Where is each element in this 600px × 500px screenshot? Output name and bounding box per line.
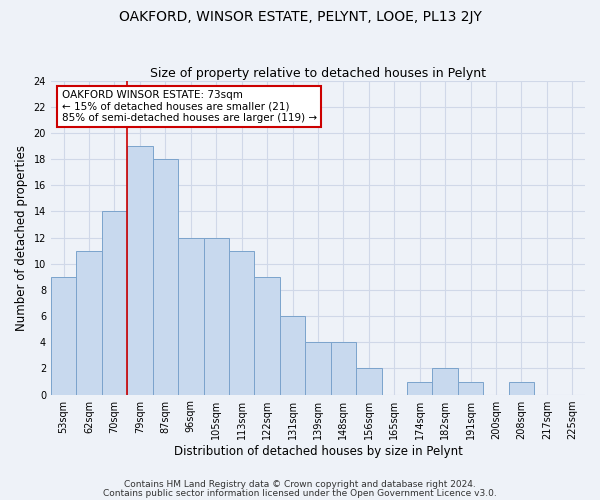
Bar xyxy=(127,146,152,394)
Bar xyxy=(203,238,229,394)
Bar xyxy=(76,250,102,394)
Y-axis label: Number of detached properties: Number of detached properties xyxy=(15,144,28,330)
Bar xyxy=(509,382,534,394)
Text: OAKFORD WINSOR ESTATE: 73sqm
← 15% of detached houses are smaller (21)
85% of se: OAKFORD WINSOR ESTATE: 73sqm ← 15% of de… xyxy=(62,90,317,124)
Bar xyxy=(51,277,76,394)
Bar xyxy=(433,368,458,394)
Bar xyxy=(229,250,254,394)
Text: Contains public sector information licensed under the Open Government Licence v3: Contains public sector information licen… xyxy=(103,489,497,498)
Bar xyxy=(102,212,127,394)
X-axis label: Distribution of detached houses by size in Pelynt: Distribution of detached houses by size … xyxy=(173,444,463,458)
Bar xyxy=(280,316,305,394)
Bar xyxy=(305,342,331,394)
Bar xyxy=(331,342,356,394)
Bar xyxy=(458,382,483,394)
Bar xyxy=(407,382,433,394)
Title: Size of property relative to detached houses in Pelynt: Size of property relative to detached ho… xyxy=(150,66,486,80)
Bar xyxy=(254,277,280,394)
Bar xyxy=(178,238,203,394)
Bar xyxy=(152,159,178,394)
Text: OAKFORD, WINSOR ESTATE, PELYNT, LOOE, PL13 2JY: OAKFORD, WINSOR ESTATE, PELYNT, LOOE, PL… xyxy=(119,10,481,24)
Text: Contains HM Land Registry data © Crown copyright and database right 2024.: Contains HM Land Registry data © Crown c… xyxy=(124,480,476,489)
Bar xyxy=(356,368,382,394)
